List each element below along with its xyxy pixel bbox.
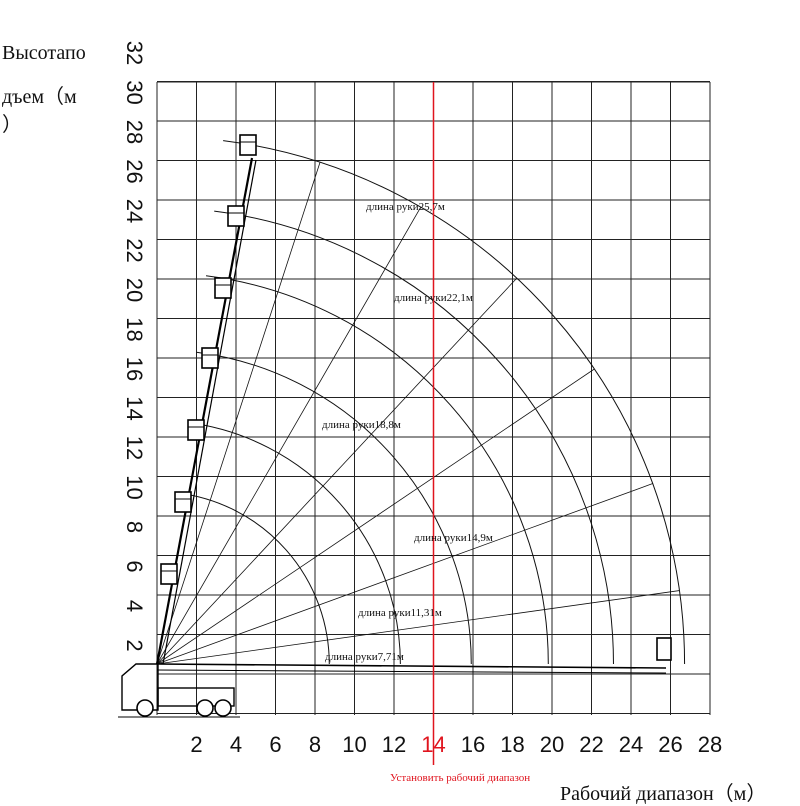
y-tick-label: 30 [122,80,147,104]
boom-length-label: длина руки22,1м [394,292,473,304]
x-tick-label: 18 [500,732,524,757]
horizontal-boom [156,669,667,674]
basket [160,563,178,585]
boom-arm [162,159,257,665]
y-axis-label-line-3: ） [2,114,22,136]
axis-ticks: 2 4 6 8 10 12 14 16 18 20 22 24 26 282468101214161820… [122,41,722,757]
y-tick-label: 22 [122,238,147,262]
boom-arm [155,157,254,665]
reach-arc [205,275,549,665]
boom-positions [155,134,257,665]
x-tick-label: 4 [230,732,242,757]
x-axis-label: Рабочий диапазон（м） [560,783,767,805]
y-tick-label: 20 [122,278,147,302]
basket [239,134,257,156]
y-tick-label: 26 [122,159,147,183]
x-tick-label: 12 [382,732,406,757]
truck-wheel [136,699,154,717]
x-tick-label: 14 [421,732,445,757]
y-tick-label: 8 [122,521,147,533]
x-tick-label: 22 [579,732,603,757]
y-tick-label: 32 [122,41,147,65]
y-tick-label: 10 [122,475,147,499]
boom-length-label: длина руки7,71м [325,651,404,663]
boom-angle-ray [156,483,653,665]
boom-reach-arcs [178,140,686,665]
x-tick-label: 10 [342,732,366,757]
x-tick-label: 26 [658,732,682,757]
y-tick-label: 4 [122,600,147,612]
x-tick-label: 6 [269,732,281,757]
boom-length-label: длина руки18,8м [322,419,401,431]
horizontal-boom [156,663,667,669]
x-tick-label: 2 [190,732,202,757]
boom-angle-ray [156,162,321,665]
y-tick-label: 18 [122,317,147,341]
x-tick-label: 28 [698,732,722,757]
x-tick-label: 24 [619,732,643,757]
y-tick-label: 24 [122,199,147,223]
boom-angle-ray [156,590,680,665]
boom-length-labels: длина руки7,71м длина руки11,31м длина рук… [322,201,493,663]
basket [187,419,205,441]
basket [174,491,192,513]
reach-arc [178,492,330,665]
boom-angle-ray [156,277,518,665]
basket [227,205,245,227]
x-tick-label: 16 [461,732,485,757]
boom-length-label: длина руки11,31м [358,607,442,619]
basket [201,347,219,369]
y-tick-label: 14 [122,396,147,420]
limit-line-label: Установить рабочий диапазон [390,772,531,784]
truck-bed [157,687,235,707]
boom-length-label: длина руки25,7м [366,201,445,213]
truck-wheel [196,699,214,717]
x-tick-label: 20 [540,732,564,757]
x-tick-label: 8 [309,732,321,757]
boom-angle-ray [156,368,595,665]
y-axis-label-line-2: дъем（м [2,86,77,108]
reach-arc [223,140,686,665]
y-tick-label: 16 [122,357,147,381]
reach-arc [196,351,472,665]
y-axis-label-line-1: Высотапо [2,42,86,64]
reach-arc [187,422,401,665]
y-tick-label: 12 [122,436,147,460]
reach-arc [214,210,614,665]
y-tick-label: 28 [122,120,147,144]
truck-wheel [214,699,232,717]
boom-angle-ray [156,206,422,665]
basket [214,277,232,299]
y-tick-label: 6 [122,560,147,572]
boom-angle-rays [156,162,680,665]
boom-length-label: длина руки14,9м [414,532,493,544]
y-tick-label: 2 [122,639,147,651]
truck-illustration [118,637,672,718]
basket [656,637,672,661]
